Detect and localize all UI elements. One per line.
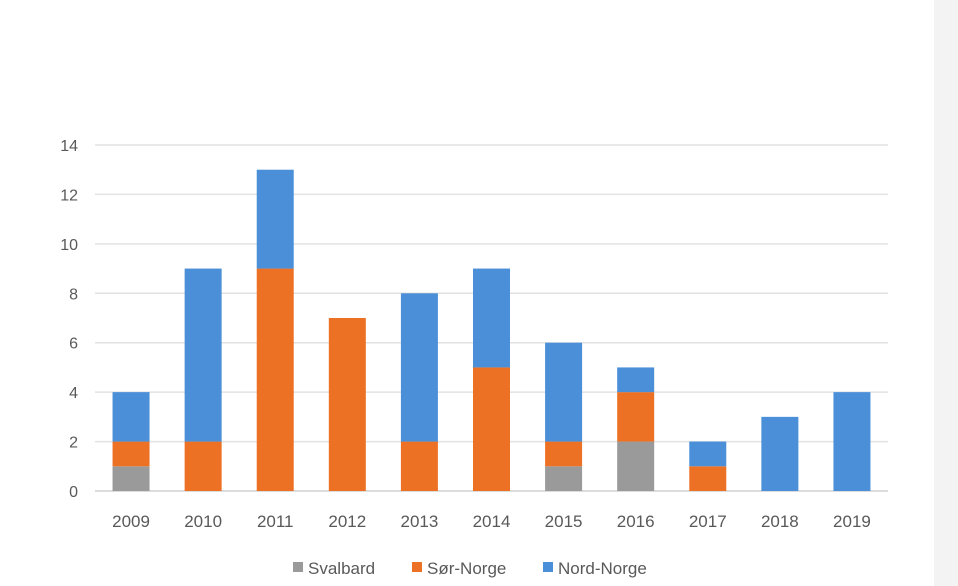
bar-segment-nord-norge-2011 <box>256 169 294 269</box>
bar-segment-nord-norge-2018 <box>761 416 799 491</box>
bar-segment-sør-norge-2012 <box>328 318 366 491</box>
bar-segment-svalbard-2016 <box>617 441 655 491</box>
y-tick-label: 0 <box>69 484 78 501</box>
x-tick-label: 2017 <box>689 512 727 531</box>
side-panel <box>934 0 958 586</box>
legend-swatch-sør-norge <box>412 562 422 572</box>
bar-segment-nord-norge-2013 <box>400 293 438 442</box>
x-tick-label: 2012 <box>328 512 366 531</box>
x-tick-label: 2015 <box>545 512 583 531</box>
y-tick-label: 2 <box>69 435 78 452</box>
bar-segment-nord-norge-2019 <box>833 392 871 491</box>
bar-segment-sør-norge-2010 <box>184 441 222 491</box>
bar-segment-sør-norge-2015 <box>545 441 583 467</box>
bar-segment-sør-norge-2016 <box>617 392 655 442</box>
bar-segment-sør-norge-2014 <box>473 367 510 491</box>
bar-segment-nord-norge-2010 <box>184 268 222 442</box>
legend-label: Svalbard <box>308 559 375 578</box>
y-tick-label: 14 <box>60 138 78 155</box>
x-tick-label: 2013 <box>400 512 438 531</box>
x-tick-label: 2019 <box>833 512 871 531</box>
bar-segment-sør-norge-2009 <box>112 441 150 467</box>
bar-segment-nord-norge-2016 <box>617 367 655 393</box>
bar-segment-sør-norge-2011 <box>256 268 294 491</box>
y-tick-label: 10 <box>60 237 78 254</box>
bar-segment-nord-norge-2017 <box>689 441 727 467</box>
legend-swatch-svalbard <box>293 562 303 572</box>
bar-segment-nord-norge-2015 <box>545 342 583 442</box>
y-tick-label: 6 <box>69 336 78 353</box>
x-tick-label: 2011 <box>257 512 294 531</box>
bar-segment-nord-norge-2009 <box>112 392 150 442</box>
x-tick-label: 2010 <box>184 512 222 531</box>
y-tick-label: 4 <box>69 385 78 402</box>
x-tick-label: 2014 <box>473 512 511 531</box>
x-tick-label: 2009 <box>112 512 150 531</box>
bar-segment-svalbard-2009 <box>112 466 150 491</box>
bar-segment-svalbard-2015 <box>545 466 583 491</box>
bar-segment-sør-norge-2017 <box>689 466 727 491</box>
bar-segment-nord-norge-2014 <box>473 268 510 368</box>
x-tick-label: 2018 <box>761 512 799 531</box>
legend-label: Nord-Norge <box>558 559 647 578</box>
legend-swatch-nord-norge <box>543 562 553 572</box>
legend-label: Sør-Norge <box>427 559 506 578</box>
y-tick-label: 8 <box>69 286 78 303</box>
bar-segment-sør-norge-2013 <box>400 441 438 491</box>
y-tick-label: 12 <box>60 187 78 204</box>
x-tick-label: 2016 <box>617 512 655 531</box>
